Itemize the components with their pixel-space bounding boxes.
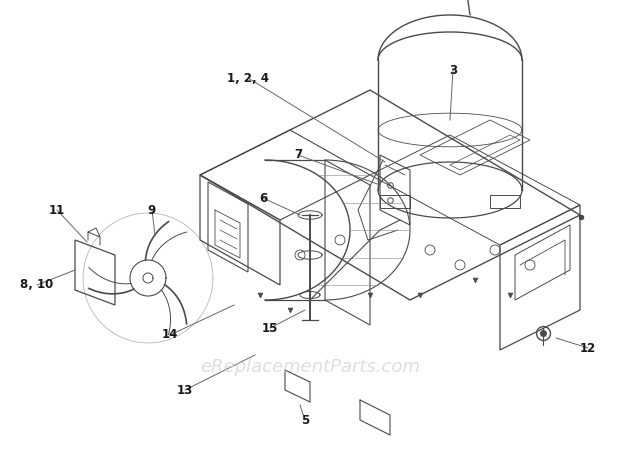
Text: 6: 6 — [259, 192, 267, 204]
Text: 1, 2, 4: 1, 2, 4 — [227, 72, 269, 84]
Text: 12: 12 — [580, 341, 596, 355]
Text: 9: 9 — [148, 203, 156, 217]
Text: 7: 7 — [294, 148, 302, 162]
Text: 11: 11 — [49, 203, 65, 217]
Text: 13: 13 — [177, 383, 193, 397]
Text: 5: 5 — [301, 414, 309, 427]
Text: 14: 14 — [162, 328, 178, 341]
Text: 3: 3 — [449, 64, 457, 76]
Text: eReplacementParts.com: eReplacementParts.com — [200, 358, 420, 376]
Text: 8, 10: 8, 10 — [20, 278, 53, 292]
Text: 15: 15 — [262, 322, 278, 334]
